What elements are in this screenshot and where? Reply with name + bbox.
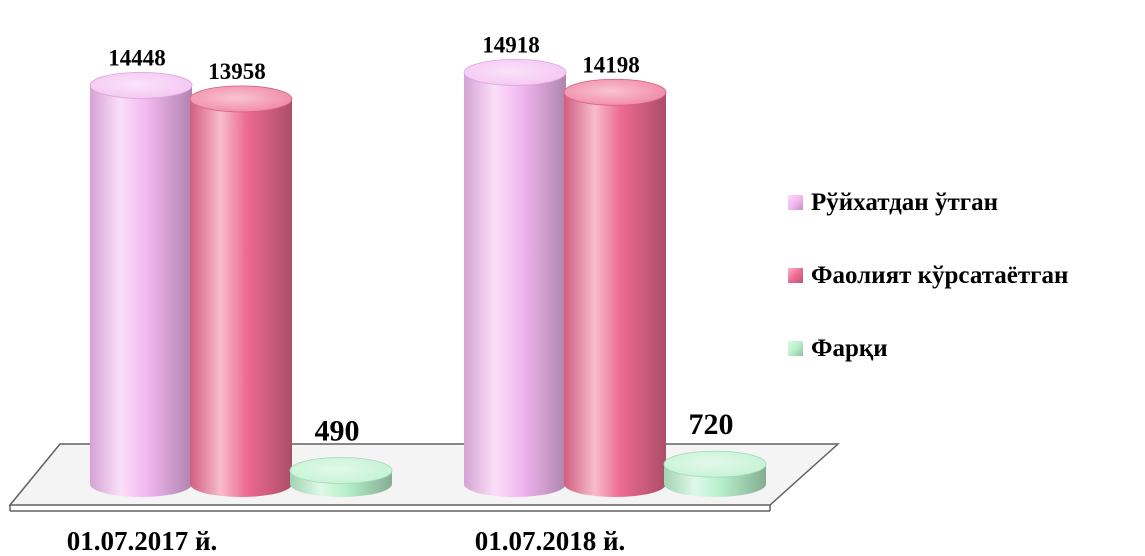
legend-item-registered: Рўйхатдан ўтган	[788, 166, 1068, 239]
bar-top	[89, 71, 193, 99]
bar-body	[464, 72, 566, 497]
category-label: 01.07.2017 й.	[67, 526, 218, 556]
data-label: 14448	[108, 45, 166, 70]
bar	[563, 78, 667, 497]
bar-body	[190, 98, 292, 498]
legend-label-registered: Рўйхатдан ўтган	[811, 188, 998, 216]
legend-item-difference: Фарқи	[788, 312, 1068, 385]
bar	[289, 457, 393, 497]
bar	[189, 85, 293, 498]
legend-item-active: Фаолият кўрсатаётган	[788, 239, 1068, 312]
bar	[663, 450, 767, 497]
bar-body	[90, 85, 192, 498]
bar-top	[463, 59, 567, 86]
data-label: 720	[689, 408, 734, 441]
legend: Рўйхатдан ўтган Фаолият кўрсатаётган Фар…	[788, 166, 1068, 385]
data-label: 13958	[208, 59, 266, 84]
bar	[463, 59, 567, 497]
bar-top	[289, 457, 393, 484]
legend-label-active: Фаолият кўрсатаётган	[811, 261, 1069, 289]
legend-label-difference: Фарқи	[811, 334, 888, 362]
legend-swatch-active	[788, 268, 803, 283]
bar	[89, 71, 193, 498]
data-label: 14918	[482, 32, 540, 57]
bar-top	[563, 78, 667, 106]
bar-top	[189, 85, 293, 113]
bar-top	[663, 450, 767, 478]
category-label: 01.07.2018 й.	[475, 526, 626, 556]
bar-body	[564, 92, 666, 497]
legend-swatch-difference	[788, 341, 803, 356]
data-label: 490	[315, 414, 360, 447]
data-label: 14198	[582, 52, 640, 77]
legend-swatch-registered	[788, 195, 803, 210]
